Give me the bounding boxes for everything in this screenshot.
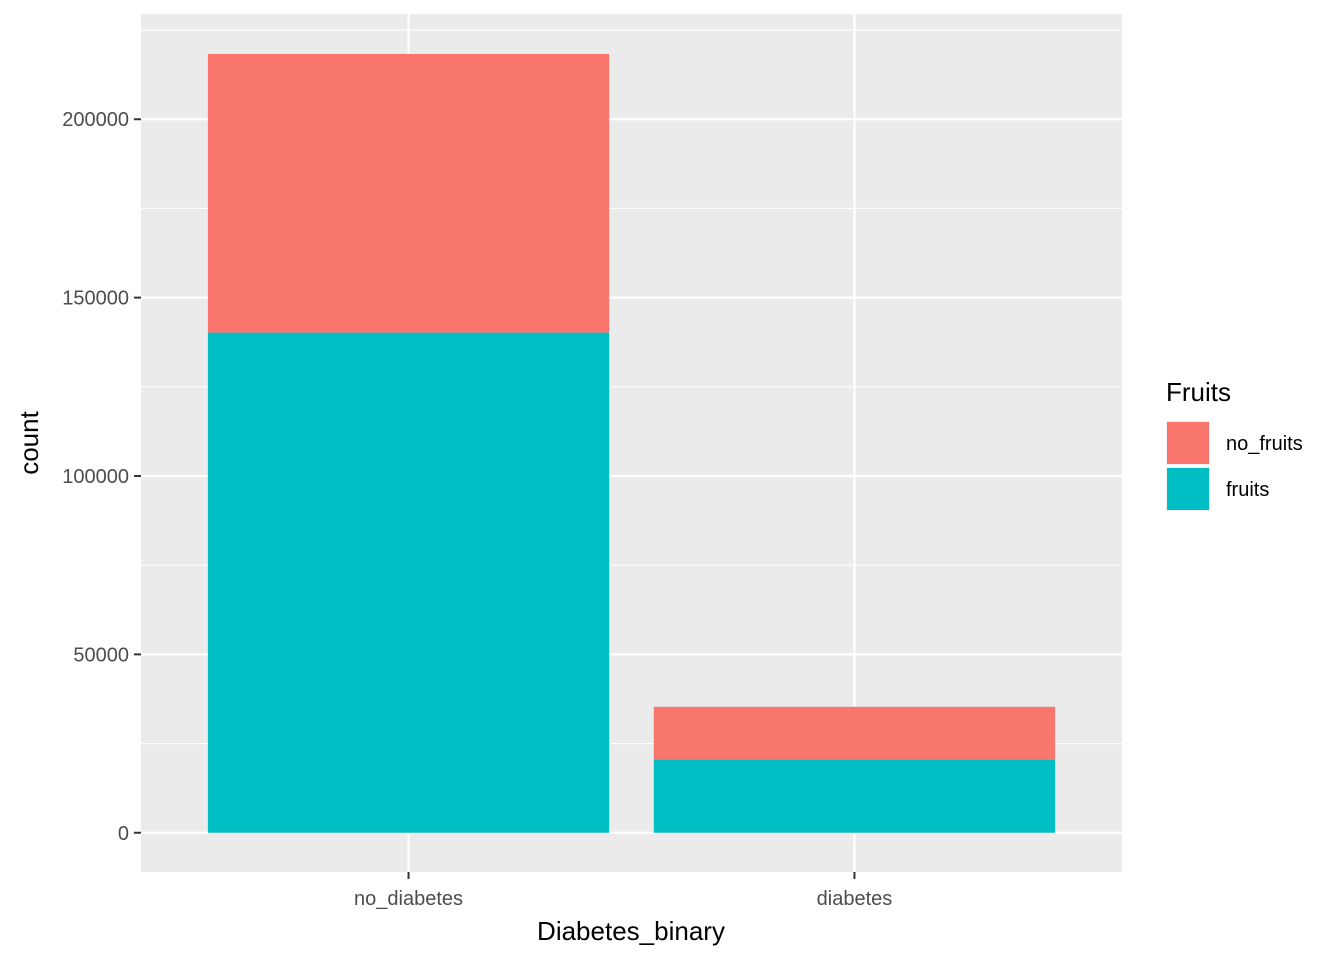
bar-no_fruits-no_diabetes: [207, 53, 610, 333]
y-tick-label: 0: [118, 823, 129, 845]
y-tick-label: 50000: [73, 644, 129, 666]
y-axis-title: count: [14, 410, 44, 474]
bar-fruits-diabetes: [653, 759, 1056, 833]
y-axis: 0 50000 100000 150000 200000: [62, 109, 141, 845]
legend-title: Fruits: [1166, 377, 1231, 407]
legend-swatch-no_fruits: [1167, 422, 1209, 464]
x-axis-title: Diabetes_binary: [537, 916, 725, 946]
bar-fruits-no_diabetes: [207, 332, 610, 833]
y-tick-label: 150000: [62, 288, 129, 310]
bar-no_fruits-diabetes: [653, 706, 1056, 760]
x-tick-label: diabetes: [817, 888, 893, 910]
bars: [207, 53, 1056, 833]
x-tick-label: no_diabetes: [354, 888, 463, 910]
legend-label-fruits: fruits: [1226, 479, 1269, 501]
y-tick-label: 100000: [62, 466, 129, 488]
legend-swatch-fruits: [1167, 468, 1209, 510]
x-axis: no_diabetes diabetes: [354, 872, 892, 910]
legend-label-no_fruits: no_fruits: [1226, 433, 1303, 455]
y-tick-label: 200000: [62, 109, 129, 131]
